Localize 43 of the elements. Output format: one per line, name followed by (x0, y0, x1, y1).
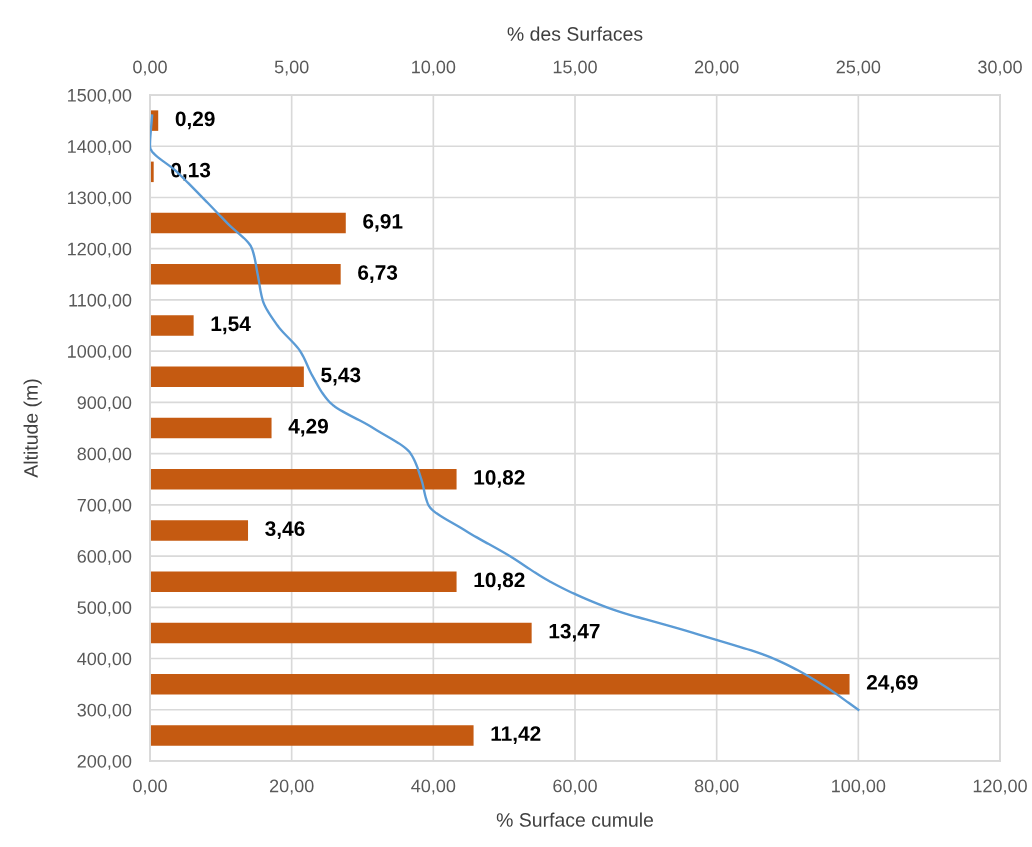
y-tick-label: 900,00 (77, 396, 132, 412)
x2-tick-label: 10,00 (412, 60, 456, 76)
y-tick-label: 700,00 (77, 498, 132, 514)
y-axis-title: Altitude (m) (23, 379, 42, 478)
y-tick-label: 1200,00 (68, 242, 132, 258)
y-tick-label: 500,00 (77, 601, 132, 617)
data-label: 5,43 (321, 367, 361, 386)
data-label: 10,82 (474, 572, 525, 591)
x2-tick-label: 30,00 (978, 60, 1022, 76)
data-label: 11,42 (491, 726, 541, 744)
data-label: 0,29 (175, 111, 215, 130)
data-label: 4,29 (288, 418, 328, 437)
x-tick-label: 0,00 (133, 779, 167, 795)
y-tick-label: 1400,00 (68, 140, 132, 156)
y-tick-label: 600,00 (77, 550, 132, 565)
x2-tick-label: 25,00 (836, 60, 881, 76)
x-axis-title: % Surface cumule (496, 812, 654, 827)
data-label: 6,73 (358, 265, 398, 283)
y-tick-label: 400,00 (77, 652, 132, 668)
data-label: 13,47 (549, 623, 600, 642)
x-tick-label: 20,00 (269, 779, 314, 795)
y-tick-label: 800,00 (77, 447, 132, 463)
y-tick-label: 1100,00 (69, 293, 132, 309)
y-tick-label: 1000,00 (68, 345, 132, 361)
y-tick-label: 300,00 (77, 703, 132, 719)
x-tick-label: 100,00 (832, 779, 886, 795)
data-label: 24,69 (866, 674, 918, 693)
data-label: 6,91 (363, 213, 403, 232)
y-tick-label: 1300,00 (68, 191, 132, 207)
x-tick-label: 80,00 (694, 779, 739, 795)
x-tick-label: 60,00 (553, 779, 597, 795)
x2-tick-label: 20,00 (694, 60, 739, 76)
x2-tick-label: 15,00 (553, 60, 597, 76)
x2-tick-label: 5,00 (274, 60, 309, 76)
x2-axis-title: % des Surfaces (507, 26, 643, 41)
y-tick-label: 1500,00 (68, 88, 132, 104)
x-tick-label: 120,00 (973, 779, 1027, 795)
data-label: 1,54 (211, 316, 251, 335)
y-tick-label: 200,00 (77, 754, 132, 770)
x2-tick-label: 0,00 (133, 60, 167, 76)
data-label: 3,46 (265, 521, 305, 540)
data-label: 10,82 (474, 470, 525, 488)
x-tick-label: 40,00 (411, 779, 456, 795)
